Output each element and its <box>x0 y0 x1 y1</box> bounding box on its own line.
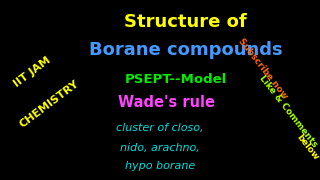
Text: nido, arachno,: nido, arachno, <box>120 143 200 153</box>
Text: below: below <box>294 133 320 162</box>
Text: Wade's rule: Wade's rule <box>118 95 215 110</box>
Text: PSEPT--Model: PSEPT--Model <box>125 73 227 86</box>
Text: IIT JAM: IIT JAM <box>12 55 52 89</box>
Text: hypo borane: hypo borane <box>125 161 195 171</box>
Text: cluster of closo,: cluster of closo, <box>116 123 204 133</box>
Text: Subscribe now: Subscribe now <box>236 36 289 100</box>
Text: Borane compounds: Borane compounds <box>89 41 283 59</box>
Text: Like & Comments: Like & Comments <box>257 74 319 149</box>
Text: CHEMISTRY: CHEMISTRY <box>18 79 81 130</box>
Text: Structure of: Structure of <box>124 13 247 31</box>
